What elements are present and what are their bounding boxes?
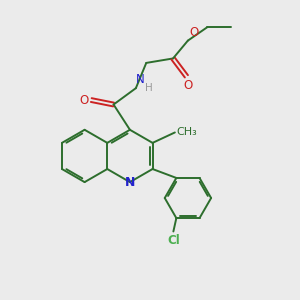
Text: N: N bbox=[125, 176, 135, 189]
Text: O: O bbox=[79, 94, 88, 106]
Text: N: N bbox=[136, 73, 145, 86]
Text: Cl: Cl bbox=[167, 234, 180, 248]
Text: O: O bbox=[189, 26, 199, 39]
Text: H: H bbox=[145, 83, 152, 93]
Text: CH₃: CH₃ bbox=[176, 127, 197, 137]
Text: O: O bbox=[183, 79, 193, 92]
